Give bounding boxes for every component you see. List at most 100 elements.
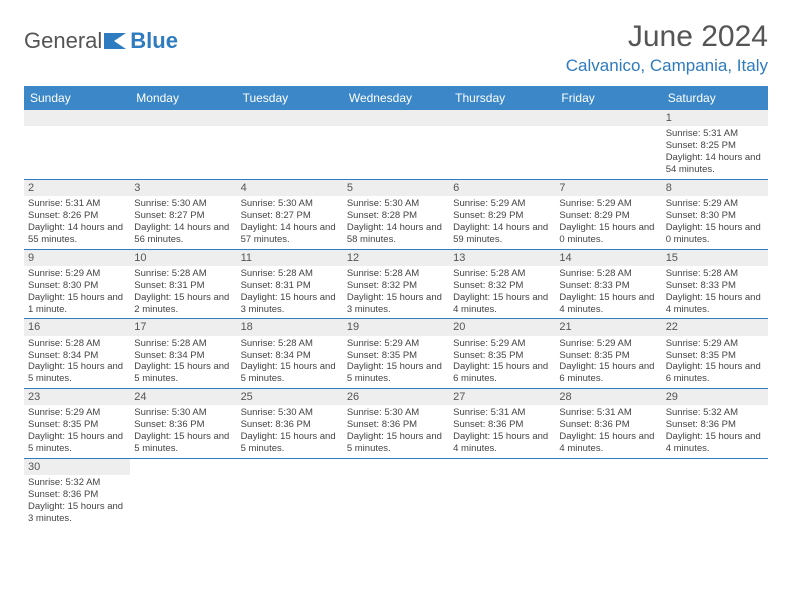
day-body: Sunrise: 5:31 AMSunset: 8:36 PMDaylight:… [449,405,555,458]
day-number: 9 [24,250,130,266]
day-cell [237,459,343,528]
sunset-text: Sunset: 8:36 PM [347,419,445,431]
day-body: Sunrise: 5:28 AMSunset: 8:31 PMDaylight:… [130,266,236,319]
day-cell: 1Sunrise: 5:31 AMSunset: 8:25 PMDaylight… [662,110,768,179]
day-cell [555,459,661,528]
empty-day-bar [130,110,236,126]
sunset-text: Sunset: 8:36 PM [666,419,764,431]
week-row: 1Sunrise: 5:31 AMSunset: 8:25 PMDaylight… [24,110,768,180]
sunrise-text: Sunrise: 5:29 AM [666,338,764,350]
daylight-text: Daylight: 15 hours and 4 minutes. [666,292,764,316]
day-body: Sunrise: 5:31 AMSunset: 8:26 PMDaylight:… [24,196,130,249]
weekday-header-row: SundayMondayTuesdayWednesdayThursdayFrid… [24,86,768,110]
sunset-text: Sunset: 8:32 PM [347,280,445,292]
daylight-text: Daylight: 14 hours and 57 minutes. [241,222,339,246]
day-cell: 17Sunrise: 5:28 AMSunset: 8:34 PMDayligh… [130,319,236,388]
sunrise-text: Sunrise: 5:31 AM [559,407,657,419]
day-body: Sunrise: 5:29 AMSunset: 8:35 PMDaylight:… [662,336,768,389]
calendar-page: General Blue June 2024 Calvanico, Campan… [0,0,792,528]
sunrise-text: Sunrise: 5:28 AM [559,268,657,280]
day-cell: 29Sunrise: 5:32 AMSunset: 8:36 PMDayligh… [662,389,768,458]
day-number: 14 [555,250,661,266]
weekday-header: Thursday [449,86,555,110]
calendar-grid: SundayMondayTuesdayWednesdayThursdayFrid… [24,86,768,528]
day-body: Sunrise: 5:28 AMSunset: 8:34 PMDaylight:… [130,336,236,389]
daylight-text: Daylight: 15 hours and 5 minutes. [241,361,339,385]
day-cell: 6Sunrise: 5:29 AMSunset: 8:29 PMDaylight… [449,180,555,249]
day-number: 16 [24,319,130,335]
sunset-text: Sunset: 8:25 PM [666,140,764,152]
sunrise-text: Sunrise: 5:28 AM [134,338,232,350]
day-number: 6 [449,180,555,196]
sunset-text: Sunset: 8:35 PM [559,350,657,362]
sunrise-text: Sunrise: 5:28 AM [241,268,339,280]
sunset-text: Sunset: 8:28 PM [347,210,445,222]
sunrise-text: Sunrise: 5:31 AM [453,407,551,419]
day-cell: 21Sunrise: 5:29 AMSunset: 8:35 PMDayligh… [555,319,661,388]
sunset-text: Sunset: 8:33 PM [559,280,657,292]
day-cell: 2Sunrise: 5:31 AMSunset: 8:26 PMDaylight… [24,180,130,249]
sunrise-text: Sunrise: 5:29 AM [453,338,551,350]
sunset-text: Sunset: 8:27 PM [241,210,339,222]
sunset-text: Sunset: 8:31 PM [241,280,339,292]
daylight-text: Daylight: 15 hours and 5 minutes. [28,431,126,455]
logo-text-general: General [24,28,102,54]
sunrise-text: Sunrise: 5:29 AM [453,198,551,210]
day-number: 28 [555,389,661,405]
daylight-text: Daylight: 15 hours and 6 minutes. [559,361,657,385]
sunrise-text: Sunrise: 5:30 AM [134,198,232,210]
day-number: 22 [662,319,768,335]
daylight-text: Daylight: 15 hours and 4 minutes. [559,292,657,316]
day-cell: 13Sunrise: 5:28 AMSunset: 8:32 PMDayligh… [449,250,555,319]
day-number: 19 [343,319,449,335]
day-cell [24,110,130,179]
sunset-text: Sunset: 8:30 PM [666,210,764,222]
sunset-text: Sunset: 8:31 PM [134,280,232,292]
sunset-text: Sunset: 8:33 PM [666,280,764,292]
day-number: 4 [237,180,343,196]
sunrise-text: Sunrise: 5:30 AM [347,198,445,210]
day-cell: 7Sunrise: 5:29 AMSunset: 8:29 PMDaylight… [555,180,661,249]
sunset-text: Sunset: 8:35 PM [666,350,764,362]
day-body: Sunrise: 5:29 AMSunset: 8:35 PMDaylight:… [24,405,130,458]
empty-day-bar [555,110,661,126]
daylight-text: Daylight: 15 hours and 6 minutes. [453,361,551,385]
day-number: 26 [343,389,449,405]
day-number: 2 [24,180,130,196]
day-number: 29 [662,389,768,405]
daylight-text: Daylight: 15 hours and 2 minutes. [134,292,232,316]
day-number: 20 [449,319,555,335]
weeks-container: 1Sunrise: 5:31 AMSunset: 8:25 PMDaylight… [24,110,768,528]
day-cell: 20Sunrise: 5:29 AMSunset: 8:35 PMDayligh… [449,319,555,388]
day-number: 24 [130,389,236,405]
header: General Blue June 2024 Calvanico, Campan… [24,20,768,76]
weekday-header: Monday [130,86,236,110]
day-body: Sunrise: 5:29 AMSunset: 8:29 PMDaylight:… [449,196,555,249]
empty-day-bar [449,110,555,126]
sunset-text: Sunset: 8:35 PM [28,419,126,431]
daylight-text: Daylight: 15 hours and 5 minutes. [28,361,126,385]
day-number: 5 [343,180,449,196]
empty-day-bar [237,110,343,126]
day-body: Sunrise: 5:28 AMSunset: 8:34 PMDaylight:… [237,336,343,389]
day-cell: 4Sunrise: 5:30 AMSunset: 8:27 PMDaylight… [237,180,343,249]
day-cell [343,110,449,179]
day-body: Sunrise: 5:29 AMSunset: 8:30 PMDaylight:… [24,266,130,319]
day-cell: 16Sunrise: 5:28 AMSunset: 8:34 PMDayligh… [24,319,130,388]
day-number: 11 [237,250,343,266]
logo-text-blue: Blue [130,28,178,54]
day-body: Sunrise: 5:29 AMSunset: 8:35 PMDaylight:… [343,336,449,389]
day-number: 15 [662,250,768,266]
empty-day-bar [24,110,130,126]
sunrise-text: Sunrise: 5:29 AM [666,198,764,210]
sunrise-text: Sunrise: 5:32 AM [666,407,764,419]
logo: General Blue [24,28,178,54]
day-cell: 18Sunrise: 5:28 AMSunset: 8:34 PMDayligh… [237,319,343,388]
week-row: 9Sunrise: 5:29 AMSunset: 8:30 PMDaylight… [24,250,768,320]
sunrise-text: Sunrise: 5:29 AM [28,268,126,280]
day-cell: 14 Sunrise: 5:28 AMSunset: 8:33 PMDayligh… [555,250,661,319]
sunrise-text: Sunrise: 5:28 AM [134,268,232,280]
sunset-text: Sunset: 8:30 PM [28,280,126,292]
day-cell: 24Sunrise: 5:30 AMSunset: 8:36 PMDayligh… [130,389,236,458]
day-body: Sunrise: 5:28 AMSunset: 8:32 PMDaylight:… [449,266,555,319]
